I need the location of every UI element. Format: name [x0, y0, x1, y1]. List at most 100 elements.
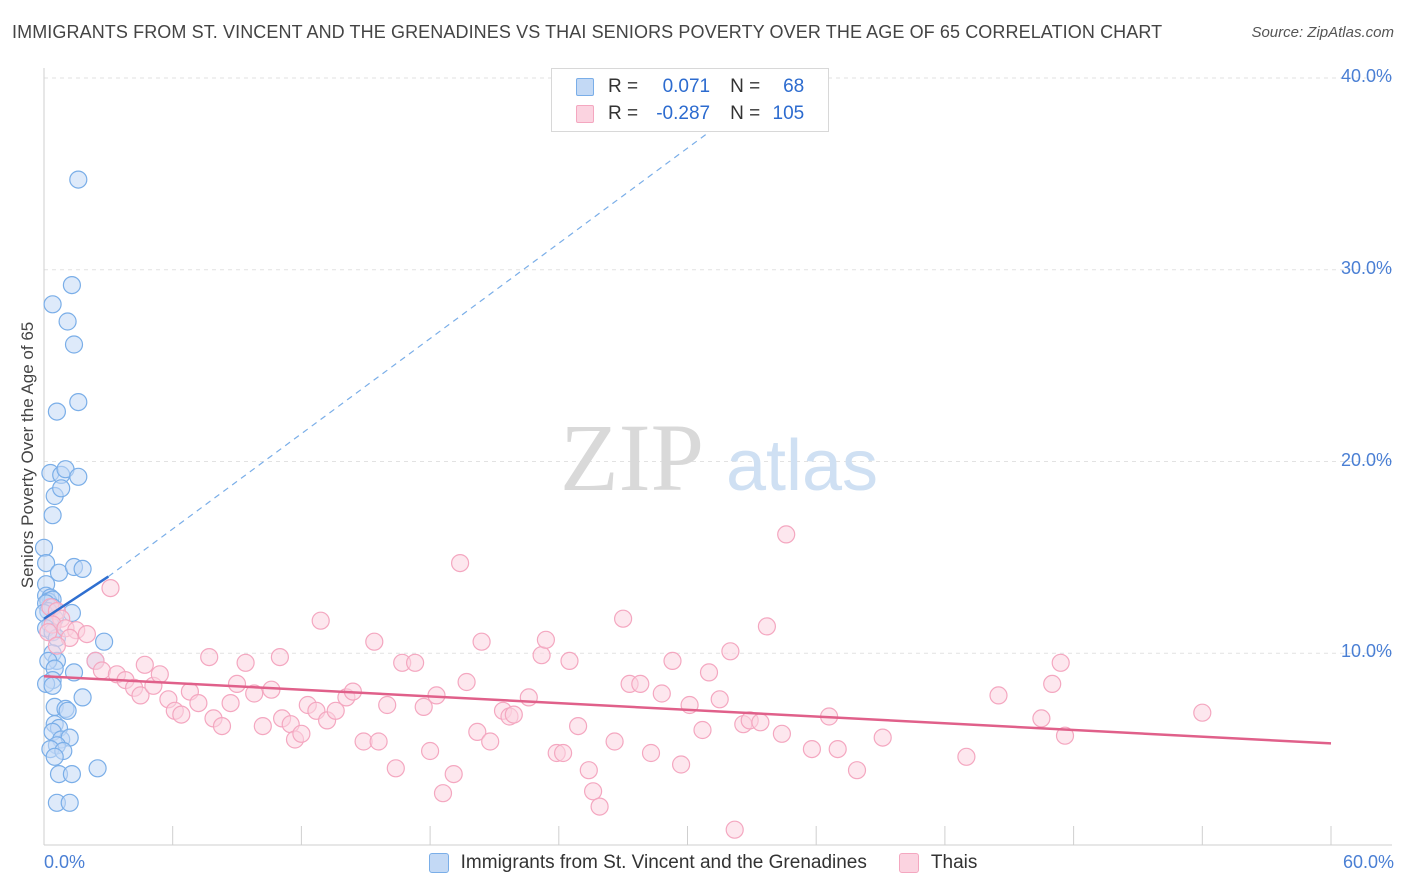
point-thais [590, 797, 609, 816]
point-thais [189, 693, 208, 713]
point-thais [236, 653, 255, 672]
point-immigrants [69, 170, 88, 189]
axes [43, 68, 1392, 846]
point-thais [532, 646, 551, 665]
point-thais [641, 743, 661, 763]
trend-thais [43, 675, 1332, 745]
point-thais [444, 764, 463, 784]
point-thais [292, 724, 311, 743]
point-thais [579, 761, 598, 780]
point-thais [406, 653, 425, 672]
n-value: 105 [772, 103, 805, 124]
trend-lines [43, 115, 1332, 745]
legend-item-immigrants: Immigrants from St. Vincent and the Gren… [428, 852, 867, 874]
point-thais [311, 611, 330, 630]
legend-label-immigrants: Immigrants from St. Vincent and the Gren… [460, 852, 867, 873]
point-immigrants [36, 553, 56, 573]
point-immigrants [94, 632, 114, 651]
point-immigrants [58, 312, 77, 331]
point-immigrants [64, 335, 84, 354]
chart-source: Source: ZipAtlas.com [1251, 24, 1394, 41]
point-immigrants [43, 676, 62, 695]
legend-swatch-immigrants [428, 853, 449, 873]
point-thais [802, 739, 822, 759]
point-thais [519, 688, 538, 707]
point-thais [873, 728, 892, 747]
point-thais [847, 761, 867, 780]
point-thais [751, 713, 770, 732]
point-thais [172, 705, 191, 724]
r-label: R = [608, 103, 639, 124]
y-tick-label: 10.0% [1340, 641, 1392, 662]
point-thais [200, 647, 219, 667]
legend-swatch-thais [898, 853, 919, 873]
y-tick-label: 30.0% [1340, 257, 1392, 278]
point-immigrants [43, 506, 62, 525]
point-thais [710, 690, 729, 709]
point-thais [536, 630, 556, 649]
chart-title: IMMIGRANTS FROM ST. VINCENT AND THE GREN… [12, 22, 1163, 42]
point-immigrants [73, 559, 92, 579]
point-thais [135, 655, 154, 674]
r-value: -0.287 [656, 103, 711, 124]
point-thais [253, 716, 272, 736]
watermark: ZIP atlas [560, 404, 878, 511]
point-thais [1032, 709, 1051, 728]
point-thais [227, 674, 247, 694]
point-thais [472, 632, 491, 651]
trend-immigrants [43, 575, 110, 620]
point-thais [245, 684, 264, 703]
swatch-thais [576, 105, 594, 123]
point-immigrants [62, 764, 82, 784]
watermark-zip: ZIP [560, 404, 704, 511]
point-thais [568, 716, 588, 736]
point-thais [828, 739, 847, 759]
y-tick-label: 20.0% [1340, 449, 1392, 470]
point-thais [77, 624, 97, 644]
point-thais [131, 686, 150, 705]
n-value: 68 [783, 76, 805, 97]
point-immigrants [45, 747, 64, 766]
point-thais [613, 609, 633, 628]
x-tick-label-max: 60.0% [1342, 852, 1394, 872]
point-thais [47, 636, 67, 655]
n-label: N = [730, 103, 761, 124]
point-thais [101, 578, 120, 598]
point-thais [699, 663, 719, 682]
point-thais [39, 623, 58, 642]
point-thais [212, 716, 232, 736]
point-thais [560, 651, 579, 671]
point-thais [365, 632, 384, 651]
point-immigrants [62, 276, 82, 295]
point-immigrants [52, 479, 71, 498]
point-thais [777, 525, 796, 544]
gridlines [44, 77, 1392, 654]
point-immigrants [88, 759, 107, 778]
point-thais [369, 732, 388, 751]
point-immigrants [60, 793, 79, 812]
point-thais [693, 720, 712, 740]
point-thais [1051, 653, 1070, 672]
point-thais [1193, 703, 1212, 722]
point-thais [468, 722, 487, 742]
series-thais [39, 525, 1212, 839]
point-thais [631, 674, 650, 694]
point-immigrants [73, 688, 92, 707]
point-thais [221, 693, 240, 713]
series-immigrants-st-vincent [34, 170, 114, 812]
legend-label-thais: Thais [930, 852, 978, 873]
point-thais [605, 732, 624, 751]
point-thais [378, 695, 397, 715]
point-thais [150, 665, 169, 684]
legend-item-thais: Thais [898, 852, 978, 874]
point-thais [1043, 674, 1062, 694]
stats-legend: R = 0.071 N = 68 R = -0.287 N = 105 [551, 68, 829, 132]
point-thais [262, 680, 281, 699]
r-value: 0.071 [662, 76, 711, 97]
swatch-immigrants [576, 78, 594, 96]
point-thais [1055, 726, 1075, 745]
point-thais [553, 743, 573, 763]
point-thais [481, 732, 500, 751]
point-immigrants [47, 402, 67, 421]
